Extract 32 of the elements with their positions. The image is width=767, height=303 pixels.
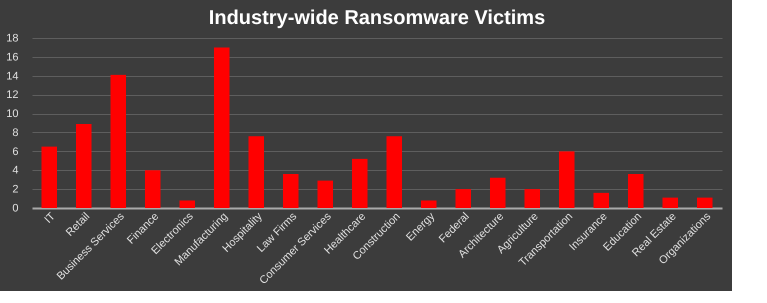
bar [317,180,334,208]
y-tick-label: 4 [12,164,18,177]
bar [696,198,713,208]
bar [144,170,161,208]
y-tick-label: 18 [6,32,18,44]
bar [490,178,506,208]
bar [386,136,402,208]
bar [41,146,58,208]
x-tick-label: IT [42,210,58,226]
y-tick-label: 6 [12,146,18,158]
bar [420,200,437,208]
y-tick-label: 8 [12,126,18,139]
bar [558,151,575,208]
y-tick-label: 12 [6,89,18,102]
bar [455,189,472,208]
y-tick-label: 0 [12,202,18,214]
bar [628,174,644,208]
bar [76,124,92,208]
y-tick-label: 10 [6,108,18,120]
bar [110,74,126,208]
bar [524,189,540,208]
bar [214,47,230,208]
y-tick-label: 16 [6,51,18,64]
y-tick-label: 2 [12,184,18,196]
bar [352,158,368,208]
bar [593,192,610,208]
y-tick-label: 14 [6,70,18,82]
bar [282,174,299,208]
bar [662,198,678,208]
bar [248,136,264,208]
bar [179,200,196,208]
chart-title: Industry-wide Ransomware Victims [208,7,546,29]
